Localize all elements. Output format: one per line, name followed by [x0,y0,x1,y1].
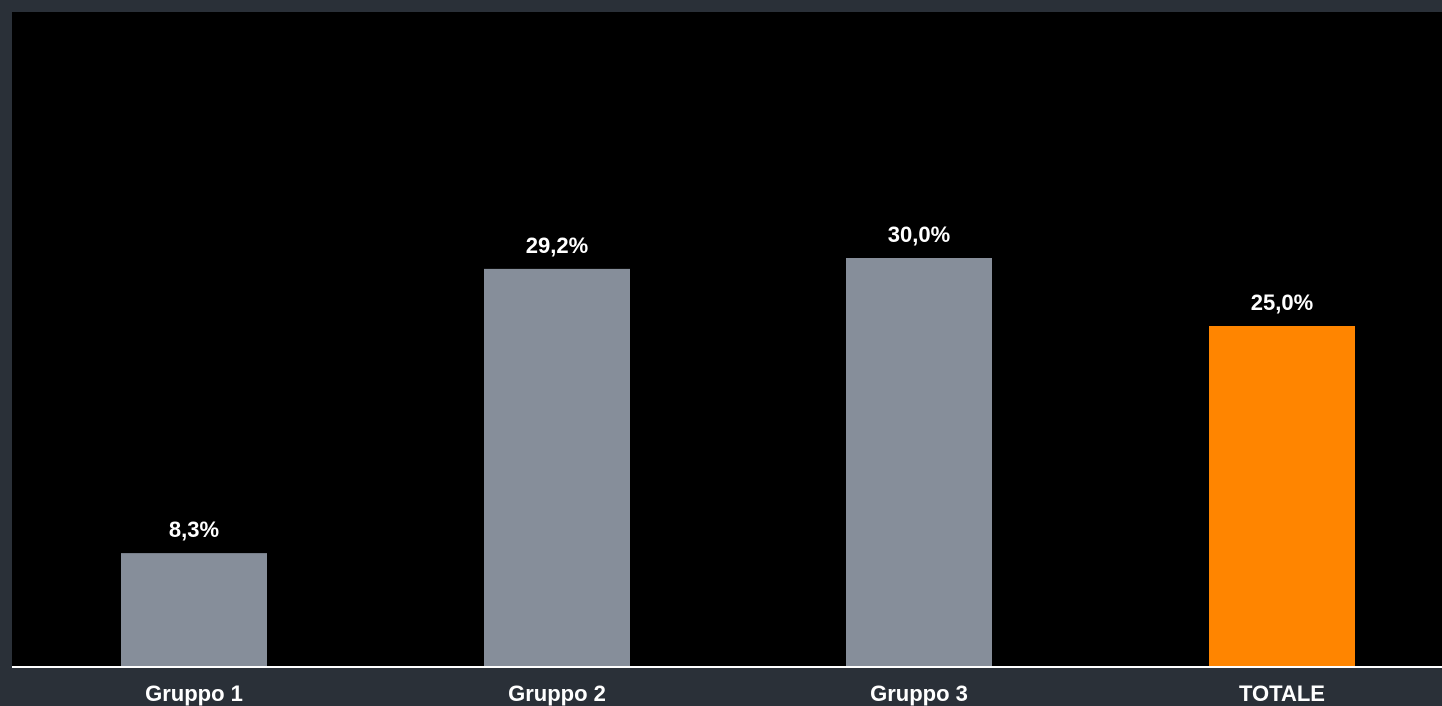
bars-group [121,258,1355,666]
category-labels-group: Gruppo 1 Gruppo 2 Gruppo 3 TOTALE [145,681,1325,706]
category-label-1: Gruppo 1 [145,681,243,706]
value-label-1: 8,3% [169,517,219,542]
value-label-4: 25,0% [1251,290,1313,315]
value-labels-group: 8,3% 29,2% 30,0% 25,0% [169,222,1313,542]
value-label-3: 30,0% [888,222,950,247]
value-label-2: 29,2% [526,233,588,258]
bar-2 [484,268,630,666]
bar-4 [1209,326,1355,666]
category-label-3: Gruppo 3 [870,681,968,706]
bar-3 [846,258,992,666]
category-label-2: Gruppo 2 [508,681,606,706]
category-label-4: TOTALE [1239,681,1325,706]
bar-1 [121,553,267,666]
